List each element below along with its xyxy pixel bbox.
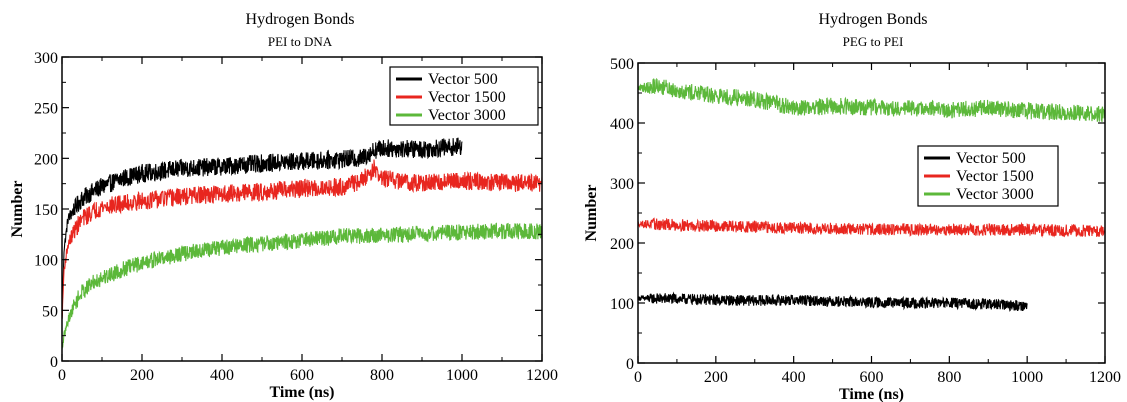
x-axis-label: Time (ns) [269,384,334,401]
x-tick-label: 0 [58,367,66,384]
y-tick-label: 300 [34,50,58,67]
x-tick-label: 1000 [446,367,478,384]
x-tick-label: 0 [634,369,642,386]
y-tick-label: 0 [626,356,634,373]
x-tick-label: 400 [210,367,234,384]
y-tick-label: 200 [34,151,58,168]
legend-label: Vector 1500 [428,89,506,106]
x-tick-label: 1200 [1089,369,1121,386]
y-tick-label: 200 [610,236,634,253]
x-tick-label: 600 [860,369,884,386]
chart-subtitle: PEG to PEI [843,34,904,49]
x-tick-label: 200 [130,367,154,384]
chart-title: Hydrogen Bonds [246,11,355,28]
chart-peg-to-pei: Hydrogen Bonds PEG to PEI 0 200 400 600 800 100… [583,11,1121,402]
x-tick-label: 600 [290,367,314,384]
y-tick-label: 0 [50,354,58,371]
legend-label: Vector 500 [956,150,1026,167]
x-tick-label: 800 [370,367,394,384]
series-line-vector-1500 [62,159,542,320]
chart-pei-to-dna: Hydrogen Bonds PEI to DNA 0 200 400 600 800 100… [9,11,558,401]
y-tick-label: 50 [42,303,58,320]
y-tick-label: 500 [610,56,634,73]
legend-label: Vector 3000 [956,186,1034,203]
x-tick-label: 1000 [1011,369,1043,386]
series-group [62,137,542,350]
chart-subtitle: PEI to DNA [268,34,333,49]
legend-label: Vector 3000 [428,107,506,124]
series-line-vector-3000 [62,222,542,350]
x-tick-label: 200 [704,369,728,386]
legend-label: Vector 500 [428,71,498,88]
series-line-vector-3000 [638,77,1105,123]
y-axis-label: Number [583,185,600,242]
y-tick-label: 150 [34,202,58,219]
x-tick-label: 800 [937,369,961,386]
chart-title: Hydrogen Bonds [819,11,928,28]
y-tick-label: 300 [610,176,634,193]
x-axis-label: Time (ns) [839,386,904,402]
x-tick-label: 400 [782,369,806,386]
series-group [638,77,1105,312]
x-tick-label: 1200 [526,367,558,384]
y-axis-label: Number [9,181,26,238]
series-line-vector-500 [638,291,1028,312]
series-line-vector-1500 [638,217,1105,238]
y-tick-label: 100 [34,253,58,270]
y-tick-label: 100 [610,296,634,313]
legend-label: Vector 1500 [956,168,1034,185]
y-tick-label: 250 [34,101,58,118]
series-line-vector-500 [62,137,463,320]
y-tick-label: 400 [610,116,634,133]
